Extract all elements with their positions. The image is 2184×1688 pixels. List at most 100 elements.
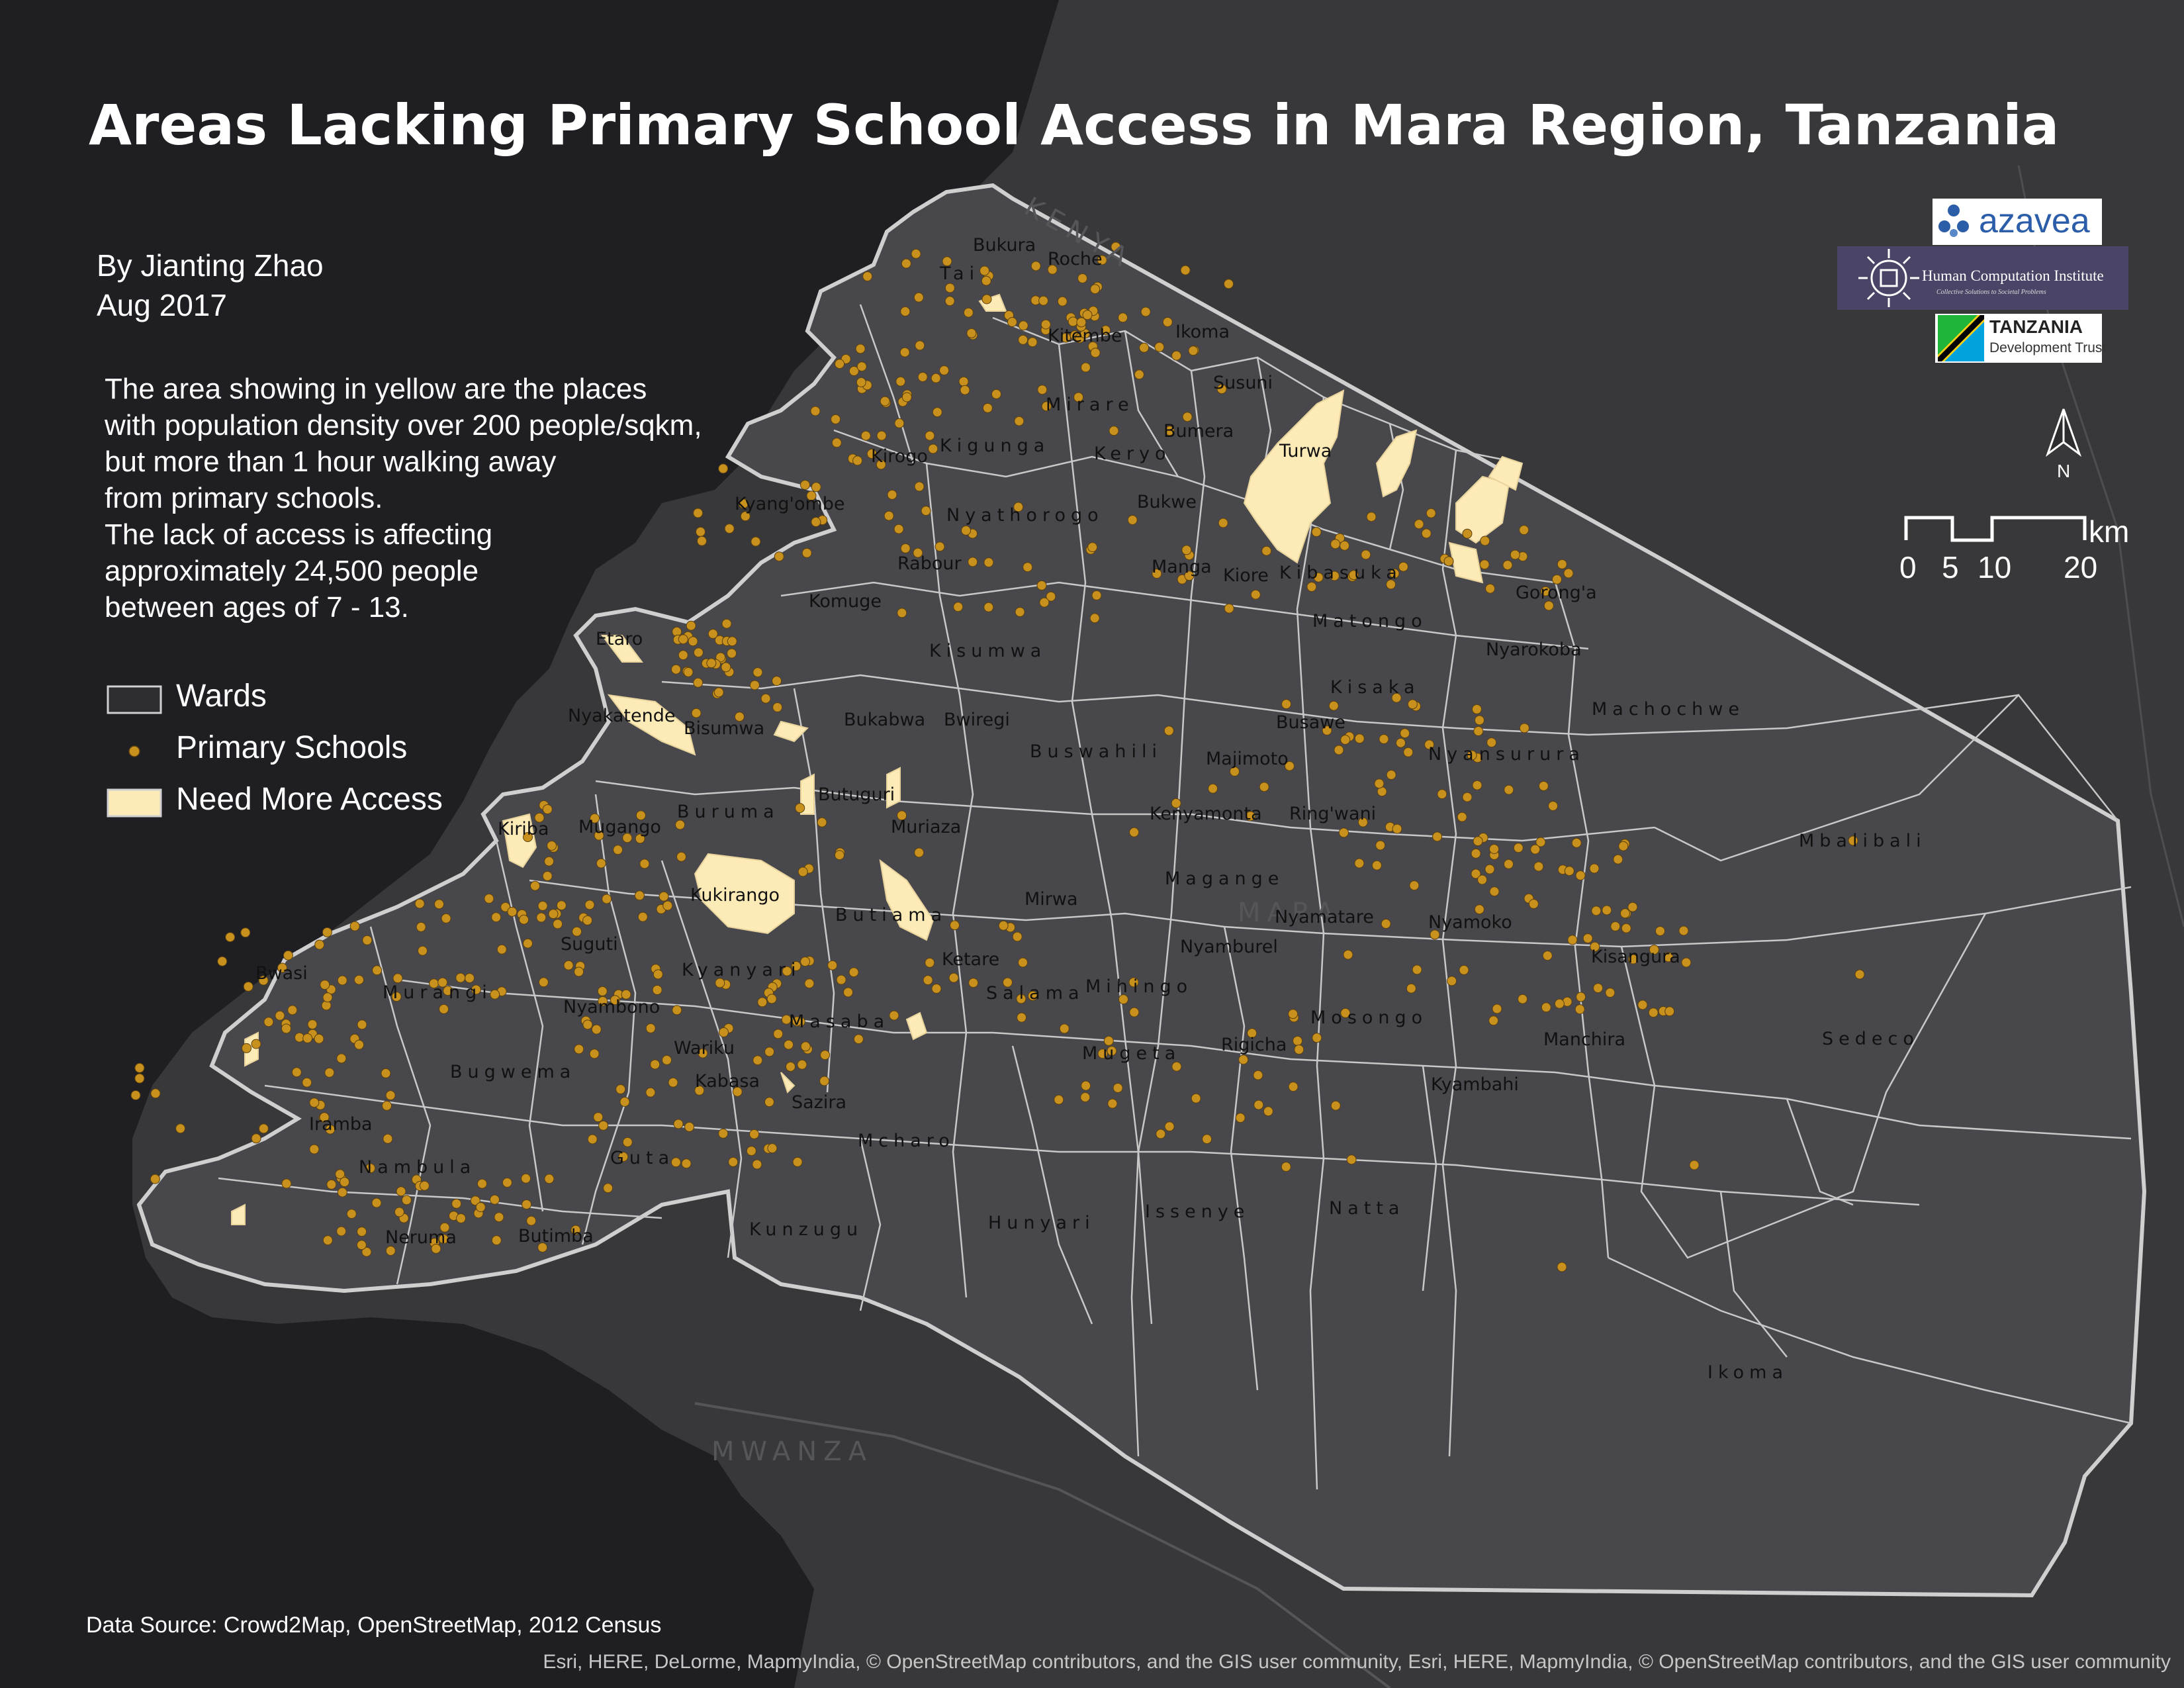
- ward-label: Butiama: [835, 905, 948, 925]
- school-dot: [1036, 580, 1047, 590]
- ward-label: Matongo: [1312, 611, 1428, 632]
- school-dot: [354, 974, 364, 985]
- school-dot: [396, 1186, 406, 1197]
- school-dot: [240, 927, 251, 938]
- ward-label: Nyakatende: [568, 706, 676, 726]
- school-dot: [827, 960, 838, 970]
- school-dot: [590, 813, 600, 823]
- school-dot: [887, 489, 897, 500]
- school-dot: [853, 1034, 864, 1045]
- school-dot: [639, 859, 650, 869]
- scale-tick: 5: [1942, 550, 1959, 585]
- school-dot: [1288, 1082, 1298, 1092]
- school-dot: [431, 1243, 441, 1254]
- school-dot: [1535, 837, 1546, 847]
- school-dot: [884, 510, 894, 521]
- ward-label: Hunyari: [988, 1213, 1095, 1233]
- school-dot: [582, 1019, 593, 1030]
- school-dot: [719, 1027, 729, 1037]
- school-dot: [1054, 1094, 1064, 1105]
- school-dot: [521, 1173, 531, 1184]
- ward-label: Nyansurura: [1428, 744, 1585, 765]
- school-dot: [491, 912, 502, 923]
- school-dot: [1311, 527, 1322, 538]
- school-dot: [675, 820, 686, 830]
- school-dot: [1354, 858, 1365, 868]
- region-outline: [136, 183, 2147, 1598]
- school-dot: [1218, 518, 1228, 528]
- ward-label: Kyang'ombe: [735, 494, 845, 514]
- school-dot: [594, 830, 604, 841]
- school-dot: [1400, 728, 1410, 739]
- school-dot: [1061, 332, 1071, 343]
- school-dot: [718, 1128, 729, 1139]
- school-dot: [242, 1043, 251, 1053]
- school-dot: [960, 385, 970, 395]
- ward-label: Masaba: [789, 1011, 890, 1032]
- school-dot: [1191, 1093, 1201, 1103]
- school-dot: [1330, 539, 1341, 549]
- school-dot: [291, 1067, 302, 1078]
- school-dot: [1171, 798, 1181, 808]
- scale-tick: 0: [1899, 550, 1917, 585]
- school-dot: [1637, 1000, 1648, 1010]
- ward-label: Kitembe: [1048, 326, 1122, 346]
- legend-item-schools: Primary Schools: [106, 728, 503, 768]
- school-dot: [1366, 512, 1377, 522]
- school-dot: [797, 867, 808, 877]
- school-dot: [855, 344, 866, 354]
- school-dot: [791, 961, 801, 971]
- school-dot: [1471, 868, 1481, 879]
- school-dot: [283, 950, 293, 961]
- school-dot: [697, 536, 707, 546]
- school-dot: [287, 1005, 298, 1015]
- school-dot: [437, 977, 448, 988]
- school-dot: [983, 602, 994, 612]
- azavea-wordmark: azavea: [1979, 202, 2090, 240]
- school-dot: [382, 1100, 392, 1111]
- school-dot: [1518, 994, 1528, 1004]
- school-dot: [784, 1039, 794, 1050]
- north-arrow: N: [2044, 408, 2083, 487]
- school-dot: [325, 1124, 336, 1135]
- ward-label: Kigunga: [940, 436, 1050, 456]
- school-dot: [948, 972, 959, 983]
- school-dot: [876, 459, 886, 470]
- ward-label: Kisaka: [1330, 677, 1420, 698]
- school-dot: [1589, 863, 1600, 874]
- school-dot: [691, 708, 702, 718]
- school-dot: [806, 491, 817, 501]
- ward-label: Nyamburel: [1180, 937, 1278, 957]
- ward-label: Manchira: [1543, 1029, 1626, 1050]
- school-dot: [365, 1163, 376, 1174]
- school-dot: [836, 974, 846, 985]
- school-dot: [381, 1068, 391, 1078]
- school-dot: [694, 1085, 705, 1096]
- school-dot: [727, 648, 737, 659]
- school-dot: [502, 1178, 512, 1188]
- school-dot: [385, 1090, 396, 1101]
- tanzania-development-trust-logo: TANZANIA Development Trust: [1935, 314, 2106, 363]
- school-dot: [534, 812, 545, 823]
- school-dot: [963, 307, 974, 318]
- school-dot: [686, 620, 696, 631]
- school-dot: [998, 920, 1009, 931]
- scale-tick: 10: [1978, 550, 2012, 585]
- school-dot: [1139, 342, 1150, 353]
- school-dot: [1678, 925, 1689, 936]
- ward-label: Rabour: [897, 553, 962, 574]
- ward-label: Nyamatare: [1275, 907, 1374, 927]
- school-dot: [795, 803, 805, 814]
- ward-label: Murangi: [383, 982, 492, 1003]
- ward-label: Iramba: [309, 1114, 373, 1135]
- school-dot: [500, 902, 511, 912]
- school-dot: [1398, 561, 1408, 572]
- school-dot: [1016, 994, 1026, 1004]
- school-dot: [751, 536, 761, 547]
- ward-label: Roche: [1048, 249, 1103, 269]
- school-dot: [1649, 945, 1659, 955]
- school-dot: [688, 636, 698, 647]
- azavea-logo: azavea: [1933, 199, 2102, 245]
- school-dot: [757, 997, 768, 1008]
- school-dot: [782, 966, 792, 976]
